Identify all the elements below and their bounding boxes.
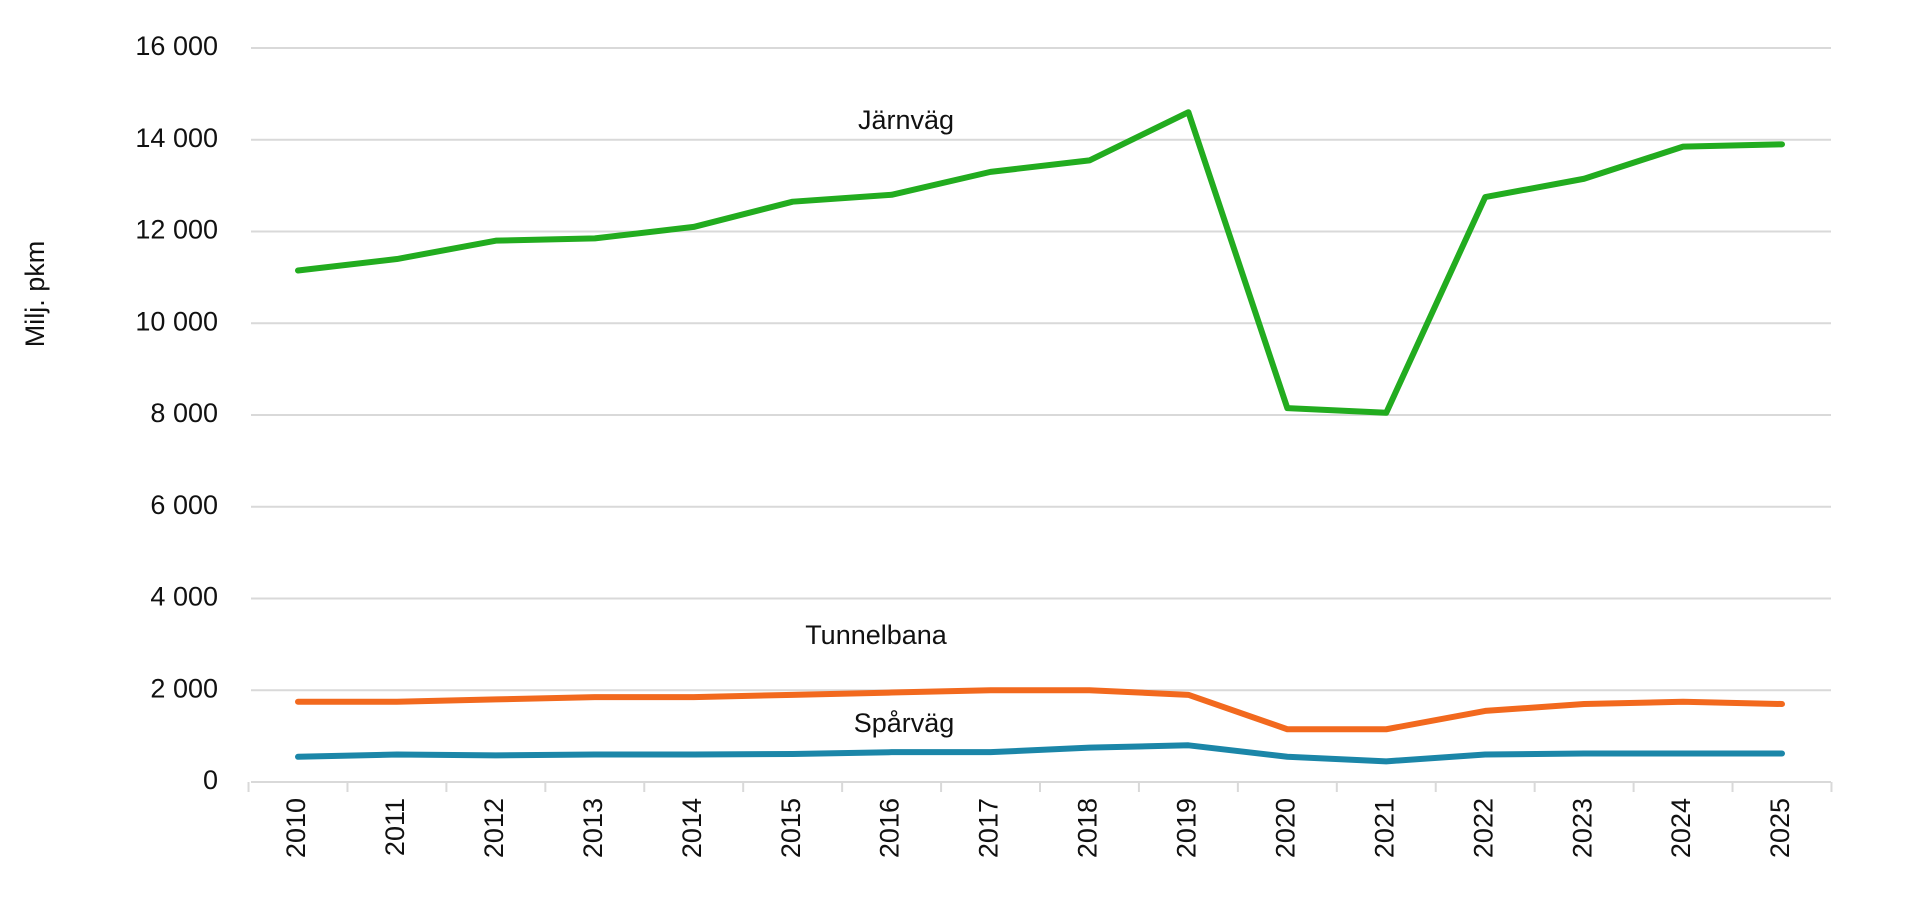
y-tick-label: 16 000 xyxy=(135,31,218,61)
series-line xyxy=(295,742,1785,765)
x-tick-label: 2013 xyxy=(578,798,608,858)
x-tick-label: 2019 xyxy=(1172,798,1202,858)
y-tick-label: 8 000 xyxy=(150,398,218,428)
x-tick-label: 2018 xyxy=(1073,798,1103,858)
series-label: Spårväg xyxy=(854,708,955,738)
x-tick-label: 2010 xyxy=(281,798,311,858)
x-tick-label: 2015 xyxy=(776,798,806,858)
x-tick-label: 2014 xyxy=(677,798,707,858)
x-tick-label: 2025 xyxy=(1765,798,1795,858)
series-line xyxy=(295,109,1785,416)
y-tick-label: 2 000 xyxy=(150,673,218,703)
series-label: Järnväg xyxy=(858,105,954,135)
y-tick-label: 14 000 xyxy=(135,123,218,153)
y-axis-title: Milj. pkm xyxy=(20,241,50,348)
x-tick-label: 2022 xyxy=(1468,798,1498,858)
series-line xyxy=(295,687,1785,733)
x-tick-label: 2024 xyxy=(1666,798,1696,858)
x-tick-label: 2012 xyxy=(479,798,509,858)
y-tick-label: 10 000 xyxy=(135,306,218,336)
x-tick-label: 2017 xyxy=(974,798,1004,858)
series-label: Tunnelbana xyxy=(805,620,948,650)
y-tick-label: 4 000 xyxy=(150,582,218,612)
y-tick-label: 0 xyxy=(203,765,218,795)
x-tick-label: 2016 xyxy=(875,798,905,858)
y-tick-label: 6 000 xyxy=(150,490,218,520)
x-tick-label: 2023 xyxy=(1567,798,1597,858)
y-tick-label: 12 000 xyxy=(135,215,218,245)
x-tick-label: 2021 xyxy=(1369,798,1399,858)
x-tick-label: 2020 xyxy=(1270,798,1300,858)
x-tick-label: 2011 xyxy=(380,798,410,856)
